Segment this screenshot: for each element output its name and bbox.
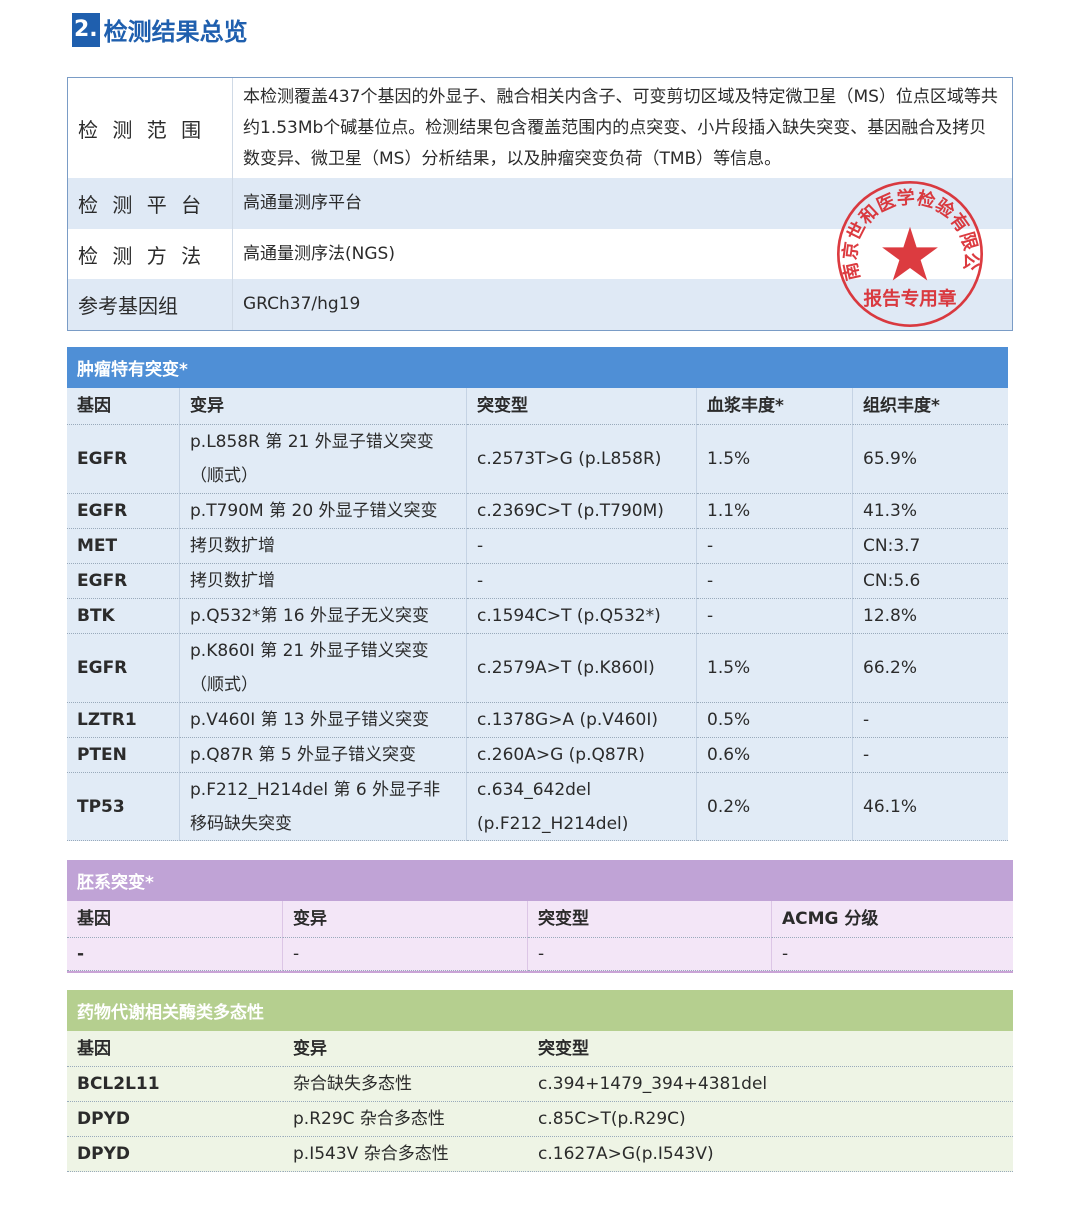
table-cell: c.2579A>T (p.K860I) — [467, 634, 697, 703]
gene-cell: EGFR — [67, 494, 180, 529]
pharmacogenomics-table: 药物代谢相关酶类多态性 基因 变异 突变型 BCL2L11 杂合缺失多态性 c.394+14… — [67, 990, 1013, 1172]
table-cell: 1.5% — [697, 634, 853, 703]
germline-mutation-table: 胚系突变* 基因 变异 突变型 ACMG 分级 - - - - — [67, 860, 1013, 973]
gene-cell: BTK — [67, 599, 180, 634]
table-cell: c.85C>T(p.R29C) — [528, 1102, 1013, 1137]
gene-cell: BCL2L11 — [67, 1067, 283, 1102]
table-cell: p.Q532*第 16 外显子无义突变 — [180, 599, 467, 634]
table-cell: c.2369C>T (p.T790M) — [467, 494, 697, 529]
overview-label: 检 测 范 围 — [68, 78, 233, 178]
column-header: 变异 — [283, 1031, 528, 1067]
table-cell: c.1627A>G(p.I543V) — [528, 1137, 1013, 1172]
table-grid: 基因 变异 突变型 血浆丰度* 组织丰度* EGFR p.L858R 第 21 外显子错义突… — [67, 388, 1008, 841]
table-title-bar: 肿瘤特有突变* — [67, 347, 1008, 388]
table-cell: - — [853, 703, 1008, 738]
table-cell: - — [697, 529, 853, 564]
table-cell: p.Q87R 第 5 外显子错义突变 — [180, 738, 467, 773]
table-cell: 66.2% — [853, 634, 1008, 703]
table-cell: c.2573T>G (p.L858R) — [467, 425, 697, 494]
table-cell: c.1594C>T (p.Q532*) — [467, 599, 697, 634]
table-cell: - — [697, 564, 853, 599]
table-cell: - — [528, 938, 772, 971]
table-cell: 12.8% — [853, 599, 1008, 634]
gene-cell: EGFR — [67, 564, 180, 599]
column-header: 基因 — [67, 901, 283, 938]
table-cell: 65.9% — [853, 425, 1008, 494]
table-cell: 0.2% — [697, 773, 853, 841]
table-cell: CN:5.6 — [853, 564, 1008, 599]
table-cell: p.R29C 杂合多态性 — [283, 1102, 528, 1137]
table-cell: - — [283, 938, 528, 971]
table-grid: 基因 变异 突变型 ACMG 分级 - - - - — [67, 901, 1013, 971]
column-header: 突变型 — [467, 388, 697, 425]
overview-value: 高通量测序平台 — [243, 193, 362, 213]
table-cell: 杂合缺失多态性 — [283, 1067, 528, 1102]
overview-row: 检 测 方 法高通量测序法(NGS) — [68, 229, 1012, 279]
column-header: 基因 — [67, 1031, 283, 1067]
column-header: ACMG 分级 — [772, 901, 1013, 938]
gene-cell: PTEN — [67, 738, 180, 773]
column-header: 变异 — [283, 901, 528, 938]
overview-row: 检 测 范 围本检测覆盖437个基因的外显子、融合相关内含子、可变剪切区域及特定… — [68, 78, 1012, 178]
table-cell: p.L858R 第 21 外显子错义突变（顺式） — [180, 425, 467, 494]
tumor-mutation-table: 肿瘤特有突变* 基因 变异 突变型 血浆丰度* 组织丰度* EGFR p.L858R 第 21… — [67, 347, 1008, 841]
overview-row: 检 测 平 台高通量测序平台 — [68, 178, 1012, 229]
column-header: 基因 — [67, 388, 180, 425]
gene-cell: DPYD — [67, 1102, 283, 1137]
gene-cell: MET — [67, 529, 180, 564]
overview-row: 参考基因组 GRCh37/hg19 — [68, 279, 1012, 330]
table-cell: p.T790M 第 20 外显子错义突变 — [180, 494, 467, 529]
section-title: 2. 检测结果总览 — [72, 12, 248, 47]
gene-cell: - — [67, 938, 283, 971]
table-cell: p.K860I 第 21 外显子错义突变（顺式） — [180, 634, 467, 703]
gene-cell: EGFR — [67, 634, 180, 703]
table-cell: 0.6% — [697, 738, 853, 773]
table-cell: 拷贝数扩增 — [180, 529, 467, 564]
overview-value: GRCh37/hg19 — [243, 294, 361, 314]
table-cell: - — [853, 738, 1008, 773]
table-cell: c.394+1479_394+4381del — [528, 1067, 1013, 1102]
overview-label: 参考基因组 — [68, 279, 233, 330]
table-cell: 1.1% — [697, 494, 853, 529]
overview-label: 检 测 平 台 — [68, 178, 233, 229]
table-cell: CN:3.7 — [853, 529, 1008, 564]
gene-cell: LZTR1 — [67, 703, 180, 738]
section-number: 2. — [72, 12, 100, 47]
overview-value: 本检测覆盖437个基因的外显子、融合相关内含子、可变剪切区域及特定微卫星（MS）… — [243, 86, 998, 169]
section-heading: 检测结果总览 — [103, 18, 248, 46]
table-cell: 41.3% — [853, 494, 1008, 529]
table-title-bar: 胚系突变* — [67, 860, 1013, 901]
table-cell: c.1378G>A (p.V460I) — [467, 703, 697, 738]
table-cell: p.F212_H214del 第 6 外显子非移码缺失突变 — [180, 773, 467, 841]
table-title-bar: 药物代谢相关酶类多态性 — [67, 990, 1013, 1031]
table-cell: - — [467, 529, 697, 564]
table-cell: c.634_642del (p.F212_H214del) — [467, 773, 697, 841]
overview-value: 高通量测序法(NGS) — [243, 243, 395, 264]
table-cell: 1.5% — [697, 425, 853, 494]
table-cell: p.I543V 杂合多态性 — [283, 1137, 528, 1172]
table-cell: p.V460I 第 13 外显子错义突变 — [180, 703, 467, 738]
gene-cell: DPYD — [67, 1137, 283, 1172]
table-grid: 基因 变异 突变型 BCL2L11 杂合缺失多态性 c.394+1479_394+4381… — [67, 1031, 1013, 1172]
table-cell: c.260A>G (p.Q87R) — [467, 738, 697, 773]
overview-table: 检 测 范 围本检测覆盖437个基因的外显子、融合相关内含子、可变剪切区域及特定… — [67, 77, 1013, 331]
table-cell: - — [772, 938, 1013, 971]
table-cell: 0.5% — [697, 703, 853, 738]
column-header: 突变型 — [528, 1031, 1013, 1067]
overview-label: 检 测 方 法 — [68, 229, 233, 279]
table-cell: 46.1% — [853, 773, 1008, 841]
column-header: 突变型 — [528, 901, 772, 938]
table-cell: - — [467, 564, 697, 599]
table-cell: 拷贝数扩增 — [180, 564, 467, 599]
column-header: 血浆丰度* — [697, 388, 853, 425]
gene-cell: TP53 — [67, 773, 180, 841]
table-cell: - — [697, 599, 853, 634]
column-header: 组织丰度* — [853, 388, 1008, 425]
gene-cell: EGFR — [67, 425, 180, 494]
column-header: 变异 — [180, 388, 467, 425]
